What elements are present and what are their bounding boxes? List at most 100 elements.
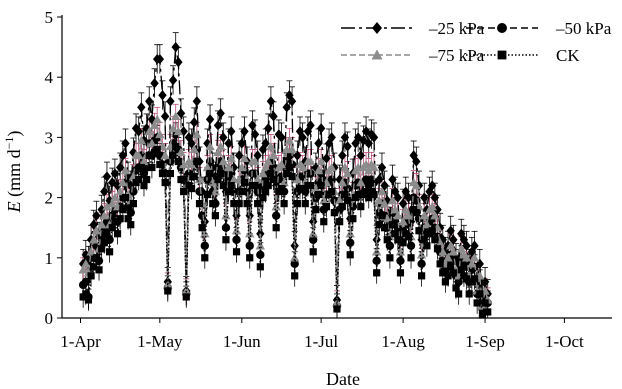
data-point: [206, 169, 214, 178]
data-point: [82, 290, 90, 298]
data-point: [430, 192, 440, 203]
data-point: [319, 195, 329, 205]
data-point: [226, 153, 236, 163]
data-point: [124, 215, 132, 223]
data-point: [455, 290, 463, 298]
data-point: [383, 236, 391, 244]
data-point: [394, 236, 402, 244]
data-point: [126, 208, 135, 217]
x-tick-label: 1-May: [137, 332, 183, 351]
data-point: [86, 247, 96, 256]
data-point: [337, 177, 347, 187]
data-point: [340, 132, 350, 143]
data-point: [195, 200, 204, 208]
data-point: [152, 114, 162, 124]
data-point: [457, 228, 466, 239]
data-point: [277, 184, 286, 193]
data-point: [119, 206, 127, 214]
data-point: [343, 141, 352, 152]
data-point: [137, 102, 146, 113]
data-point: [406, 241, 416, 250]
data-point: [118, 150, 128, 161]
data-point: [431, 236, 439, 244]
data-point: [369, 162, 379, 172]
data-point: [417, 259, 426, 269]
legend-item-1: –50 kPa: [466, 19, 612, 38]
data-point: [227, 181, 235, 190]
data-point: [81, 259, 91, 268]
legend-item-0: –25 kPa: [341, 19, 485, 38]
data-point: [145, 151, 153, 160]
data-point: [371, 247, 382, 256]
data-point: [343, 197, 352, 205]
data-point: [362, 187, 370, 196]
data-point: [259, 194, 267, 202]
data-point: [349, 215, 357, 223]
data-point: [269, 175, 278, 184]
legend-label: –25 kPa: [428, 19, 485, 38]
data-point: [348, 202, 358, 211]
data-point: [280, 200, 288, 208]
data-point: [261, 138, 270, 149]
data-point: [92, 254, 100, 262]
data-point: [176, 108, 186, 119]
data-point: [262, 187, 270, 196]
data-point: [330, 162, 339, 173]
data-point: [238, 187, 246, 196]
data-point: [356, 177, 366, 187]
data-point: [467, 259, 477, 268]
data-point: [187, 184, 196, 193]
data-point: [469, 253, 480, 262]
data-point: [322, 203, 331, 211]
data-point: [354, 190, 362, 199]
data-point: [231, 226, 242, 235]
data-point: [299, 184, 307, 193]
data-point: [327, 132, 336, 143]
data-point: [484, 308, 492, 316]
data-point: [192, 129, 202, 139]
data-point: [210, 186, 221, 196]
data-point: [232, 235, 241, 244]
data-point: [282, 102, 291, 113]
data-point: [266, 141, 276, 151]
y-tick-label: 5: [45, 8, 54, 27]
data-point: [144, 126, 154, 136]
data-point: [115, 162, 125, 173]
y-axis-symbol: E: [4, 201, 24, 213]
data-point: [420, 236, 428, 244]
data-point: [293, 200, 301, 208]
data-point: [147, 114, 157, 125]
data-point: [129, 187, 138, 196]
legend-item-2: –75 kPa: [341, 46, 485, 65]
data-point: [322, 153, 331, 164]
data-point: [391, 230, 399, 238]
y-tick-label: 0: [45, 309, 54, 328]
data-point: [194, 174, 205, 184]
data-point: [427, 201, 437, 211]
data-point: [258, 168, 268, 178]
data-point: [414, 180, 424, 191]
data-point: [92, 210, 101, 221]
data-point: [110, 168, 120, 179]
data-point: [452, 284, 460, 292]
data-point: [246, 254, 254, 262]
data-point: [342, 168, 353, 178]
data-point: [254, 200, 262, 208]
data-point: [164, 287, 172, 295]
legend-label: CK: [556, 46, 580, 65]
data-point: [369, 132, 379, 143]
x-tick-label: 1-Jul: [304, 332, 338, 351]
data-point: [447, 263, 455, 271]
data-point: [156, 160, 164, 169]
data-point: [150, 78, 159, 89]
data-point: [202, 162, 213, 172]
data-point: [105, 248, 114, 256]
y-axis-title: E (mm d−1): [2, 131, 25, 214]
data-point: [139, 156, 149, 166]
data-point: [403, 210, 414, 220]
data-point: [129, 200, 137, 208]
data-point: [279, 177, 289, 187]
data-point: [102, 201, 112, 211]
data-point: [317, 181, 325, 190]
